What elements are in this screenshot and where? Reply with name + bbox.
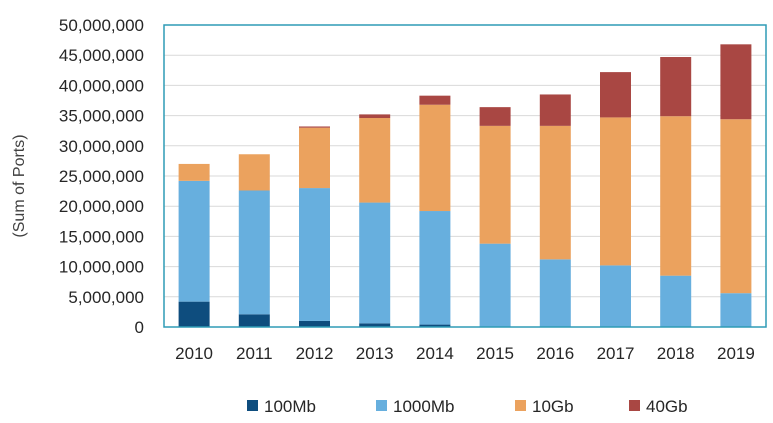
- bar-10Gb-2016: [539, 125, 571, 260]
- x-tick-label: 2010: [175, 344, 213, 363]
- y-tick-label: 25,000,000: [59, 167, 144, 186]
- legend-item-40Gb: 40Gb: [629, 397, 688, 416]
- legend-swatch: [376, 400, 387, 411]
- bar-100Mb-2013: [359, 323, 391, 327]
- x-axis-ticks: 2010 2011 2012 2013 2014 2015 2016 2017 2018 2019: [175, 344, 755, 363]
- bar-100Mb-2012: [299, 320, 330, 327]
- bar-1000Mb-2017: [600, 265, 631, 327]
- bar-100Mb-2014: [419, 324, 451, 327]
- bar-1000Mb-2011: [238, 190, 270, 315]
- x-tick-label: 2012: [296, 344, 334, 363]
- y-tick-label: 45,000,000: [59, 46, 144, 65]
- bar-1000Mb-2014: [419, 211, 451, 325]
- bar-40Gb-2015: [479, 107, 511, 126]
- bar-1000Mb-2013: [359, 202, 391, 324]
- x-tick-label: 2013: [356, 344, 394, 363]
- y-tick-label: 20,000,000: [59, 197, 144, 216]
- bar-1000Mb-2018: [660, 275, 692, 327]
- bar-40Gb-2019: [720, 44, 752, 120]
- bar-40Gb-2013: [359, 114, 391, 119]
- x-tick-label: 2011: [236, 344, 273, 363]
- legend-item-1000Mb: 1000Mb: [376, 397, 454, 416]
- plot-area-border: [163, 24, 767, 328]
- bar-100Mb-2010: [178, 301, 210, 327]
- bar-10Gb-2017: [600, 117, 631, 266]
- legend-swatch: [629, 400, 640, 411]
- x-tick-label: 2016: [536, 344, 574, 363]
- y-tick-label: 0: [135, 318, 144, 337]
- x-tick-label: 2014: [416, 344, 454, 363]
- x-tick-label: 2018: [657, 344, 695, 363]
- x-tick-label: 2017: [597, 344, 635, 363]
- bar-10Gb-2014: [419, 104, 451, 212]
- bar-40Gb-2017: [600, 72, 631, 118]
- y-tick-label: 35,000,000: [59, 107, 144, 126]
- bar-1000Mb-2012: [299, 188, 330, 321]
- bar-40Gb-2018: [660, 57, 692, 117]
- y-tick-label: 10,000,000: [59, 258, 144, 277]
- y-tick-label: 50,000,000: [59, 16, 144, 35]
- legend-label: 100Mb: [264, 397, 316, 416]
- y-axis-label: (Sum of Ports): [11, 134, 28, 237]
- legend-swatch: [247, 400, 258, 411]
- legend-item-10Gb: 10Gb: [515, 397, 574, 416]
- bar-1000Mb-2015: [479, 243, 511, 327]
- y-tick-label: 40,000,000: [59, 76, 144, 95]
- legend-label: 1000Mb: [393, 397, 454, 416]
- bar-10Gb-2011: [238, 154, 270, 191]
- legend-swatch: [515, 400, 526, 411]
- y-tick-label: 5,000,000: [68, 288, 144, 307]
- x-tick-label: 2019: [717, 344, 755, 363]
- bar-10Gb-2019: [720, 119, 752, 294]
- legend-label: 40Gb: [646, 397, 688, 416]
- bar-10Gb-2015: [479, 125, 511, 244]
- x-tick-label: 2015: [476, 344, 514, 363]
- bar-40Gb-2012: [299, 126, 330, 128]
- legend: 100Mb 1000Mb 10Gb 40Gb: [247, 397, 688, 416]
- bar-100Mb-2011: [238, 314, 270, 327]
- bar-10Gb-2010: [178, 163, 210, 181]
- bar-1000Mb-2016: [539, 259, 571, 327]
- legend-label: 10Gb: [532, 397, 574, 416]
- bar-40Gb-2016: [539, 94, 571, 126]
- bar-10Gb-2018: [660, 116, 692, 276]
- y-tick-label: 30,000,000: [59, 137, 144, 156]
- y-tick-label: 15,000,000: [59, 227, 144, 246]
- bar-40Gb-2014: [419, 95, 451, 105]
- bar-1000Mb-2019: [720, 293, 752, 327]
- y-axis-ticks: 0 5,000,000 10,000,000 15,000,000 20,000,000…: [59, 16, 144, 337]
- bar-1000Mb-2010: [178, 180, 210, 302]
- bar-10Gb-2013: [359, 118, 391, 203]
- legend-item-100Mb: 100Mb: [247, 397, 316, 416]
- bar-10Gb-2012: [299, 127, 330, 189]
- bars: [178, 44, 752, 327]
